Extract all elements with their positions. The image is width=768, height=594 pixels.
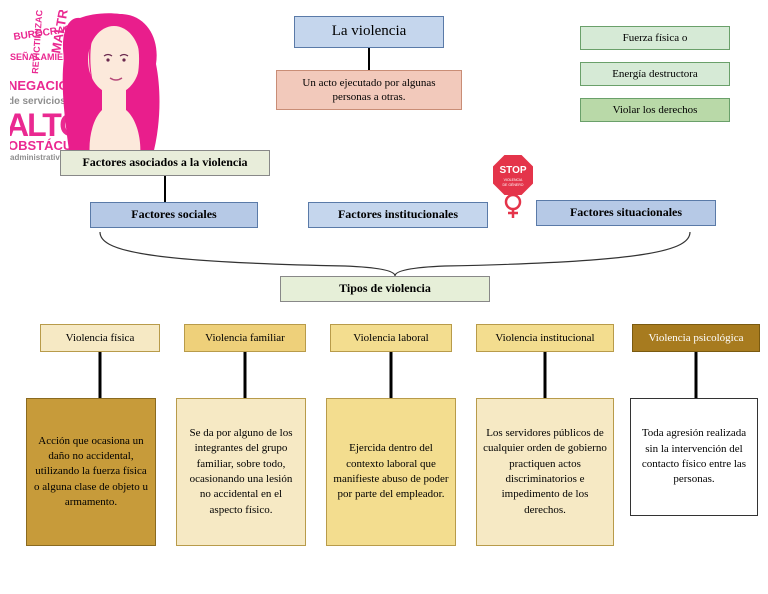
node-label: Violencia laboral <box>353 331 428 345</box>
node-label: Toda agresión realizada sin la intervenc… <box>637 426 751 488</box>
stop-main: STOP <box>499 165 526 176</box>
stop-sub: VIOLENCIA <box>504 178 523 182</box>
node-label: Tipos de violencia <box>339 281 431 297</box>
node-label: Ejercida dentro del contexto laboral que… <box>333 441 449 503</box>
node-tipos: Tipos de violencia <box>280 276 490 302</box>
node-side2: Energía destructora <box>580 62 730 86</box>
node-t4: Violencia institucional <box>476 324 614 352</box>
node-side1: Fuerza física o <box>580 26 730 50</box>
node-label: Los servidores públicos de cualquier ord… <box>483 426 607 518</box>
node-fac3: Factores situacionales <box>536 200 716 226</box>
node-label: Violar los derechos <box>613 103 698 117</box>
svg-text:de servicios: de servicios <box>10 96 66 107</box>
node-t2: Violencia familiar <box>184 324 306 352</box>
node-fac1: Factores sociales <box>90 202 258 228</box>
node-label: Un acto ejecutado por algunas personas a… <box>285 76 453 105</box>
node-d2: Se da por alguno de los integrantes del … <box>176 398 306 546</box>
stop-sign-icon: STOP VIOLENCIA DE GÉNERO <box>490 152 536 218</box>
node-label: Factores asociados a la violencia <box>82 155 247 171</box>
node-d3: Ejercida dentro del contexto laboral que… <box>326 398 456 546</box>
node-label: La violencia <box>332 22 407 42</box>
node-label: Violencia física <box>66 331 135 345</box>
node-label: Factores sociales <box>131 207 216 223</box>
node-label: Acción que ocasiona un daño no accidenta… <box>33 434 149 511</box>
node-t5: Violencia psicológica <box>632 324 760 352</box>
node-d4: Los servidores públicos de cualquier ord… <box>476 398 614 546</box>
node-t1: Violencia física <box>40 324 160 352</box>
node-label: Violencia psicológica <box>649 331 744 345</box>
node-label: Factores institucionales <box>338 207 458 223</box>
node-label: Factores situacionales <box>570 205 682 221</box>
node-t3: Violencia laboral <box>330 324 452 352</box>
node-fac2: Factores institucionales <box>308 202 488 228</box>
node-subtitle: Un acto ejecutado por algunas personas a… <box>276 70 462 110</box>
node-label: Se da por alguno de los integrantes del … <box>183 426 299 518</box>
node-title: La violencia <box>294 16 444 48</box>
hero-illustration: BUROCRACIA SEÑALAMIENTO REVICTIMIZACIÓN … <box>10 10 190 160</box>
node-d5: Toda agresión realizada sin la intervenc… <box>630 398 758 516</box>
node-factA: Factores asociados a la violencia <box>60 150 270 176</box>
node-label: Violencia institucional <box>495 331 594 345</box>
curly-brace <box>100 232 690 276</box>
node-label: Violencia familiar <box>205 331 285 345</box>
node-d1: Acción que ocasiona un daño no accidenta… <box>26 398 156 546</box>
svg-text:REVICTIMIZACIÓN: REVICTIMIZACIÓN <box>29 10 46 74</box>
node-side3: Violar los derechos <box>580 98 730 122</box>
svg-text:DE GÉNERO: DE GÉNERO <box>502 182 523 187</box>
node-label: Energía destructora <box>612 67 698 81</box>
node-label: Fuerza física o <box>623 31 688 45</box>
